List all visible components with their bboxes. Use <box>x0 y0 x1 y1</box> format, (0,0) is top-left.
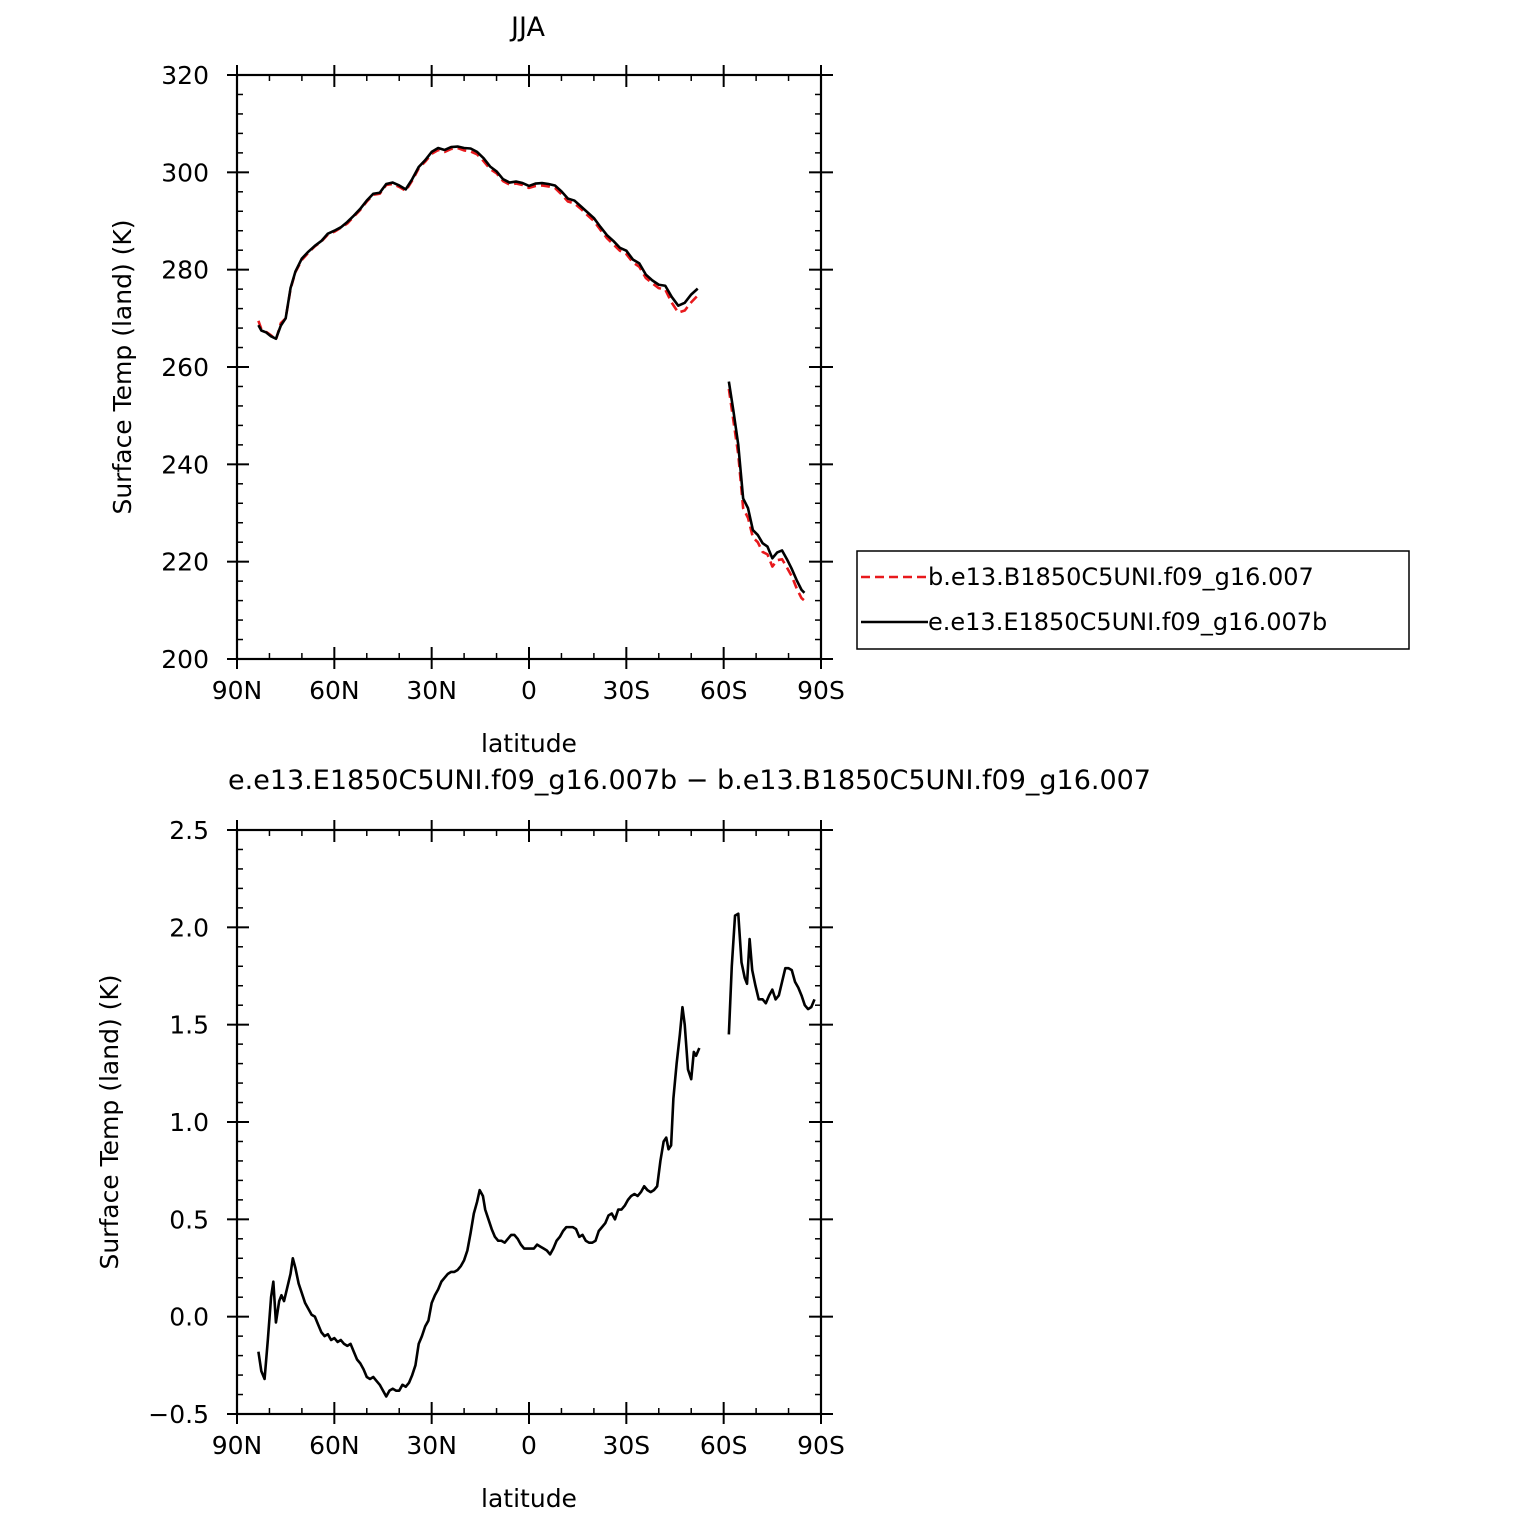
top-panel-frame <box>235 73 823 661</box>
legend-label-b: b.e13.B1850C5UNI.f09_g16.007 <box>928 563 1314 591</box>
y-tick-label: 320 <box>161 61 209 90</box>
bottom-panel-frame <box>235 828 823 1416</box>
bottom-panel-series <box>257 912 816 1398</box>
series-line-1-segment-1 <box>727 381 806 594</box>
series-line-0-segment-1 <box>727 912 816 1035</box>
x-tick-label: 0 <box>521 1431 537 1460</box>
bottom-panel-title: e.e13.E1850C5UNI.f09_g16.007b − b.e13.B1… <box>228 765 1151 796</box>
x-tick-label: 0 <box>521 676 537 705</box>
x-tick-label: 30N <box>406 676 457 705</box>
legend: b.e13.B1850C5UNI.f09_g16.007 e.e13.E1850… <box>856 550 1410 650</box>
y-tick-label: 220 <box>161 548 209 577</box>
y-tick-label: 1.5 <box>169 1011 209 1040</box>
x-tick-label: 30S <box>602 676 650 705</box>
top-panel-ticks: 90N 60N 30N 0 30S 60S 90S 200 220 240 260 280 300 320 <box>161 61 845 705</box>
y-tick-label: 0.5 <box>169 1205 209 1234</box>
bottom-panel-ylabel: Surface Temp (land) (K) <box>95 974 124 1269</box>
series-line-0-segment-0 <box>257 1005 701 1398</box>
bottom-panel-xlabel: latitude <box>481 1484 577 1513</box>
legend-box <box>856 550 1410 650</box>
y-tick-label: 2.0 <box>169 913 209 942</box>
x-tick-label: 90S <box>797 1431 845 1460</box>
x-tick-label: 60N <box>309 1431 360 1460</box>
series-line-0-segment-0 <box>257 146 699 342</box>
y-tick-label: 200 <box>161 645 209 674</box>
x-tick-label: 90S <box>797 676 845 705</box>
bottom-panel: e.e13.E1850C5UNI.f09_g16.007b − b.e13.B1… <box>95 765 1151 1513</box>
x-tick-label: 90N <box>212 1431 263 1460</box>
y-tick-label: 2.5 <box>169 816 209 845</box>
x-tick-label: 30S <box>602 1431 650 1460</box>
y-tick-label: 0.0 <box>169 1303 209 1332</box>
top-panel-title: JJA <box>509 12 545 43</box>
x-tick-label: 60S <box>700 1431 748 1460</box>
top-panel-ylabel: Surface Temp (land) (K) <box>108 219 137 514</box>
x-tick-label: 60S <box>700 676 748 705</box>
y-tick-label: 260 <box>161 353 209 382</box>
y-tick-label: 240 <box>161 450 209 479</box>
bottom-panel-ticks: 90N 60N 30N 0 30S 60S 90S −0.5 0.0 0.5 1.0 1.5 2.0 2.… <box>148 816 845 1460</box>
y-tick-label: 300 <box>161 158 209 187</box>
x-tick-label: 30N <box>406 1431 457 1460</box>
y-tick-label: −0.5 <box>148 1400 209 1429</box>
top-panel-series <box>257 145 806 602</box>
top-panel: JJA 90N 60N 30N 0 30S 60S 90S 200 220 240 260 280 30… <box>108 12 1410 758</box>
x-tick-label: 90N <box>212 676 263 705</box>
top-panel-xlabel: latitude <box>481 729 577 758</box>
y-tick-label: 1.0 <box>169 1108 209 1137</box>
y-tick-label: 280 <box>161 256 209 285</box>
legend-label-e: e.e13.E1850C5UNI.f09_g16.007b <box>928 608 1327 636</box>
series-line-1-segment-0 <box>257 145 699 341</box>
x-tick-label: 60N <box>309 676 360 705</box>
